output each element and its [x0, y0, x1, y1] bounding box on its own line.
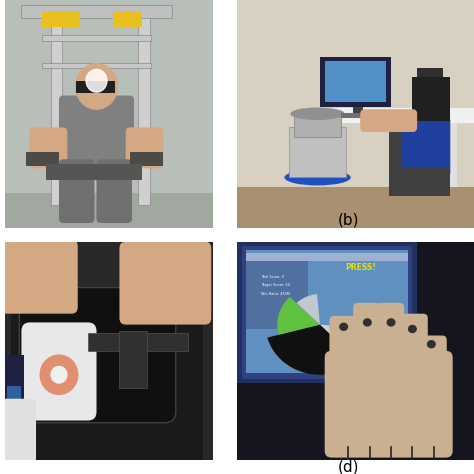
Bar [26, 153, 59, 166]
FancyBboxPatch shape [360, 109, 417, 132]
FancyBboxPatch shape [419, 336, 447, 381]
Circle shape [40, 355, 78, 394]
Bar [5, 0, 213, 193]
Bar [237, 0, 474, 187]
Text: PRESS!: PRESS! [345, 264, 376, 273]
Bar [130, 153, 163, 166]
Bar [88, 333, 188, 351]
FancyBboxPatch shape [377, 303, 404, 362]
Circle shape [428, 341, 435, 348]
Bar [289, 128, 346, 177]
Bar [412, 77, 450, 120]
Bar [242, 246, 412, 379]
FancyBboxPatch shape [325, 351, 453, 457]
Bar [237, 242, 417, 383]
FancyBboxPatch shape [329, 316, 356, 366]
Bar [5, 355, 24, 460]
FancyBboxPatch shape [401, 314, 428, 368]
Circle shape [76, 64, 118, 109]
Bar [42, 63, 151, 68]
Bar [138, 5, 150, 205]
FancyBboxPatch shape [119, 242, 211, 325]
Text: Trial Score: 0: Trial Score: 0 [261, 274, 283, 279]
Text: Win Ratio: 45/90: Win Ratio: 45/90 [261, 292, 290, 296]
Circle shape [86, 69, 107, 92]
Bar [42, 35, 151, 41]
Circle shape [51, 366, 67, 383]
Bar [353, 107, 363, 114]
FancyBboxPatch shape [398, 116, 450, 177]
Bar [246, 253, 408, 261]
Wedge shape [277, 297, 320, 335]
Bar [7, 386, 21, 456]
Bar [119, 331, 146, 388]
Bar [417, 68, 443, 114]
Bar [21, 5, 172, 18]
Bar [325, 62, 386, 102]
Bar [294, 116, 341, 137]
Bar [446, 123, 457, 187]
FancyBboxPatch shape [19, 288, 176, 423]
FancyBboxPatch shape [126, 128, 163, 168]
Text: Target Score: 64: Target Score: 64 [261, 283, 290, 287]
FancyBboxPatch shape [21, 322, 97, 420]
Wedge shape [320, 325, 363, 352]
Bar [76, 81, 115, 93]
Bar [320, 57, 391, 107]
Bar [113, 11, 142, 27]
Circle shape [340, 323, 347, 330]
Wedge shape [297, 294, 320, 325]
Ellipse shape [290, 108, 345, 120]
Bar [5, 187, 213, 228]
Circle shape [409, 326, 416, 332]
Bar [246, 250, 408, 373]
Text: (b): (b) [337, 213, 359, 228]
Bar [303, 107, 474, 123]
FancyBboxPatch shape [353, 303, 380, 362]
Text: (d): (d) [337, 459, 359, 474]
Bar [389, 123, 401, 196]
Bar [237, 182, 474, 228]
FancyBboxPatch shape [30, 128, 67, 168]
Bar [42, 11, 80, 27]
FancyBboxPatch shape [0, 239, 78, 314]
FancyBboxPatch shape [11, 299, 203, 464]
Bar [341, 113, 370, 118]
Circle shape [387, 319, 395, 326]
Bar [51, 5, 62, 205]
Wedge shape [267, 325, 358, 375]
Bar [42, 10, 151, 16]
FancyBboxPatch shape [0, 399, 36, 464]
FancyBboxPatch shape [97, 159, 132, 223]
Circle shape [364, 319, 371, 326]
FancyBboxPatch shape [59, 159, 94, 223]
Ellipse shape [284, 170, 351, 185]
FancyBboxPatch shape [59, 96, 134, 173]
Bar [389, 168, 450, 196]
Bar [246, 261, 308, 329]
Bar [46, 164, 142, 180]
